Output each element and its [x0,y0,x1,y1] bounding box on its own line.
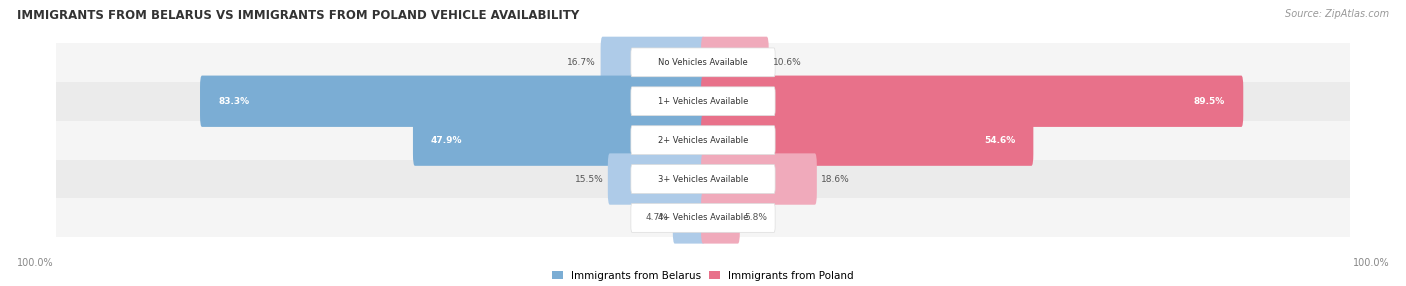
Text: 83.3%: 83.3% [218,97,249,106]
FancyBboxPatch shape [56,43,1350,82]
Text: 15.5%: 15.5% [575,174,603,184]
Text: 54.6%: 54.6% [984,136,1015,145]
Text: 3+ Vehicles Available: 3+ Vehicles Available [658,174,748,184]
FancyBboxPatch shape [702,76,1243,127]
FancyBboxPatch shape [631,204,775,232]
FancyBboxPatch shape [631,87,775,116]
Text: 4+ Vehicles Available: 4+ Vehicles Available [658,213,748,223]
FancyBboxPatch shape [200,76,704,127]
FancyBboxPatch shape [600,37,704,88]
Text: 89.5%: 89.5% [1194,97,1225,106]
Text: Source: ZipAtlas.com: Source: ZipAtlas.com [1285,9,1389,19]
Text: 18.6%: 18.6% [821,174,851,184]
Text: IMMIGRANTS FROM BELARUS VS IMMIGRANTS FROM POLAND VEHICLE AVAILABILITY: IMMIGRANTS FROM BELARUS VS IMMIGRANTS FR… [17,9,579,21]
Text: 100.0%: 100.0% [1353,258,1389,268]
Text: 4.7%: 4.7% [645,213,668,223]
Text: 16.7%: 16.7% [568,58,596,67]
FancyBboxPatch shape [631,48,775,77]
FancyBboxPatch shape [56,121,1350,160]
Text: 2+ Vehicles Available: 2+ Vehicles Available [658,136,748,145]
FancyBboxPatch shape [56,82,1350,121]
FancyBboxPatch shape [413,114,704,166]
FancyBboxPatch shape [702,192,740,244]
Text: 10.6%: 10.6% [773,58,801,67]
FancyBboxPatch shape [673,192,704,244]
FancyBboxPatch shape [631,126,775,154]
FancyBboxPatch shape [702,37,769,88]
Legend: Immigrants from Belarus, Immigrants from Poland: Immigrants from Belarus, Immigrants from… [553,271,853,281]
Text: No Vehicles Available: No Vehicles Available [658,58,748,67]
FancyBboxPatch shape [607,153,704,205]
FancyBboxPatch shape [631,165,775,193]
Text: 5.8%: 5.8% [744,213,768,223]
FancyBboxPatch shape [702,114,1033,166]
Text: 100.0%: 100.0% [17,258,53,268]
Text: 1+ Vehicles Available: 1+ Vehicles Available [658,97,748,106]
FancyBboxPatch shape [702,153,817,205]
FancyBboxPatch shape [56,160,1350,198]
FancyBboxPatch shape [56,198,1350,237]
Text: 47.9%: 47.9% [432,136,463,145]
